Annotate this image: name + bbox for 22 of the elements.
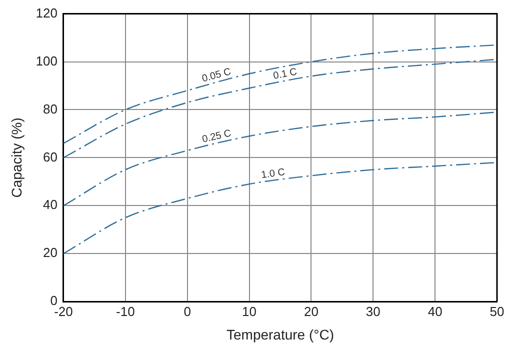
y-tick-label: 60 bbox=[43, 149, 58, 164]
y-tick-label: 100 bbox=[36, 53, 58, 68]
x-tick-label: 10 bbox=[242, 304, 257, 319]
text: 0.25 C bbox=[201, 128, 232, 146]
x-tick-label: 50 bbox=[490, 304, 504, 319]
x-tick-label: 20 bbox=[304, 304, 318, 319]
x-tick-label: 30 bbox=[366, 304, 380, 319]
x-tick-label: 40 bbox=[428, 304, 442, 319]
y-tick-label: 120 bbox=[36, 5, 58, 20]
text: 0.1 C bbox=[272, 66, 298, 82]
y-tick-label: 80 bbox=[43, 101, 58, 116]
line-series bbox=[63, 162, 497, 254]
text: 0.05 C bbox=[200, 66, 232, 85]
text: 1.0 C bbox=[260, 166, 286, 182]
x-tick-label: 0 bbox=[184, 304, 191, 319]
line-series bbox=[63, 112, 497, 206]
line-series bbox=[63, 44, 497, 144]
x-axis-title: Temperature (°C) bbox=[226, 326, 334, 342]
y-axis-title: Capacity (%) bbox=[8, 118, 24, 198]
y-tick-label: 20 bbox=[43, 245, 58, 260]
y-tick-label: 40 bbox=[43, 197, 58, 212]
x-tick-label: -10 bbox=[116, 304, 135, 319]
